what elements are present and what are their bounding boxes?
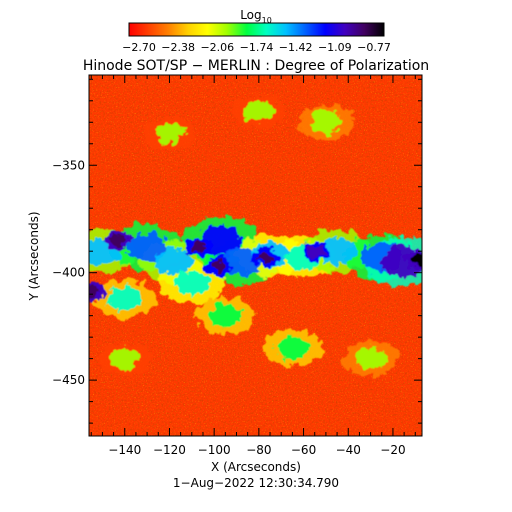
feature-blob [209,304,242,328]
feature-blob [310,111,342,134]
colorbar-tick-label: −2.06 [200,41,234,54]
y-tick-label: −450 [52,373,85,387]
feature-blob [126,232,168,262]
feature-core [190,240,207,253]
feature-blob [355,347,386,370]
x-tick-label: −60 [291,443,316,457]
x-tick-label: −100 [198,443,231,457]
x-axis-label: X (Arcseconds) [211,460,301,474]
colorbar-tick-label: −2.38 [161,41,195,54]
y-axis-label: Y (Arcseconds) [27,211,41,301]
y-axis: −450 −400 −350 [52,78,422,424]
colorbar-tick-label: −1.42 [279,41,313,54]
feature-blob [155,248,193,276]
colorbar-tick-label: −2.70 [122,41,156,54]
colorbar-tick-label: −1.74 [240,41,274,54]
y-tick-label: −350 [52,158,85,172]
colorbar-bar [128,22,385,37]
feature-blob [244,101,274,122]
heatmap-area [89,75,422,436]
feature-blob [154,122,184,144]
colorbar-tick-label: −0.77 [357,41,391,54]
x-tick-label: −140 [108,443,141,457]
feature-blob [276,336,309,360]
x-tick-label: −120 [153,443,186,457]
feature-blob [107,286,142,311]
colorbar: Log10 −2.70 −2.38 −2.06 −1.74 −1.42 −1.09 −0.7… [122,8,391,54]
feature-blob [318,237,356,265]
x-tick-label: −20 [380,443,405,457]
feature-core [257,251,274,264]
x-tick-label: −40 [336,443,361,457]
polarization-features [89,95,422,377]
feature-core [306,245,323,258]
colorbar-label: Log10 [240,8,272,25]
feature-core [210,260,227,273]
y-tick-label: −400 [52,266,85,280]
colorbar-ticks: −2.70 −2.38 −2.06 −1.74 −1.42 −1.09 −0.77 [122,41,391,54]
plot-frame [88,74,423,437]
feature-core [110,234,127,247]
colorbar-tick-label: −1.09 [318,41,352,54]
feature-core [89,286,100,299]
timestamp: 1−Aug−2022 12:30:34.790 [173,476,339,490]
feature-blob [110,348,140,369]
x-tick-label: −80 [246,443,271,457]
feature-core [409,253,422,266]
x-axis: −140 −120 −100 −80 −60 −40 −20 [90,75,416,457]
feature-blob [173,270,210,297]
chart-title: Hinode SOT/SP − MERLIN : Degree of Polar… [83,58,429,74]
